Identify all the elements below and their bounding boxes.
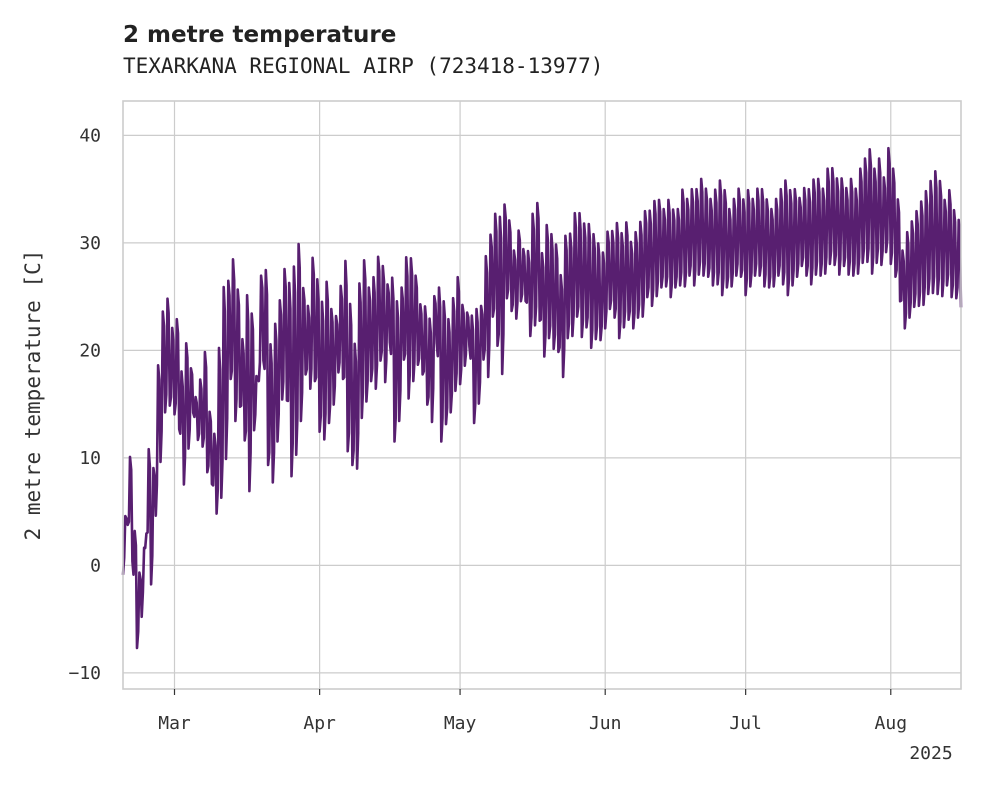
y-axis-ticks: −10 0 10 20 30 40 — [68, 125, 101, 683]
x-tick-label: Apr — [303, 713, 336, 734]
x-tick-label: Jul — [729, 713, 762, 734]
x-tick-label: Mar — [158, 713, 191, 734]
y-tick-label: 0 — [90, 555, 101, 576]
temperature-series-line — [121, 146, 963, 650]
x-tick-label: Jun — [589, 713, 622, 734]
chart-subtitle: TEXARKANA REGIONAL AIRP (723418-13977) — [123, 54, 603, 78]
y-tick-label: 30 — [79, 233, 101, 254]
x-axis-ticks: Mar Apr May Jun Jul Aug — [158, 689, 907, 734]
x-tick-label: Aug — [875, 713, 908, 734]
x-offset-label: 2025 — [909, 743, 952, 764]
x-tick-label: May — [444, 713, 477, 734]
y-axis-label: 2 metre temperature [C] — [21, 250, 45, 541]
series-layer — [121, 146, 963, 650]
y-tick-label: 10 — [79, 448, 101, 469]
y-tick-label: 20 — [79, 340, 101, 361]
plot-frame — [122, 100, 962, 690]
chart-title: 2 metre temperature — [123, 22, 396, 48]
y-tick-label: −10 — [68, 663, 101, 684]
y-tick-label: 40 — [79, 125, 101, 146]
